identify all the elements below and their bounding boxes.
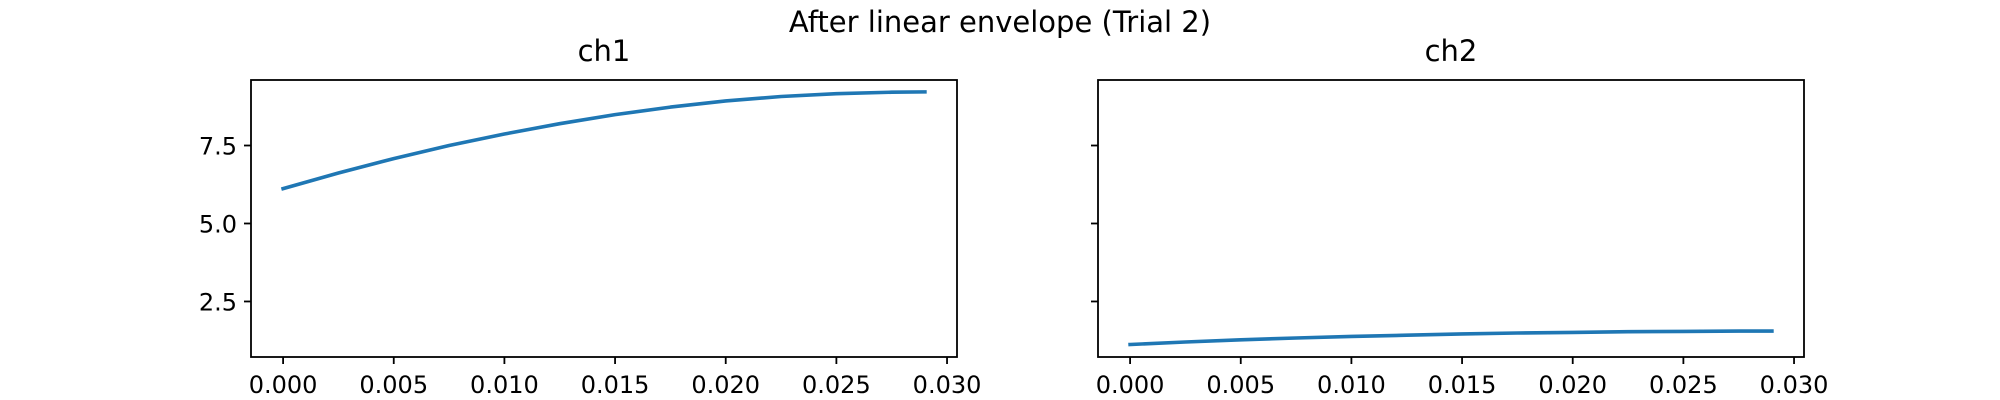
x-tick-label: 0.030 — [1760, 371, 1829, 399]
figure-title: After linear envelope (Trial 2) — [789, 5, 1211, 39]
x-tick-label: 0.025 — [802, 371, 871, 399]
x-tick-label: 0.015 — [1428, 371, 1497, 399]
tick-group: 0.000 0.005 0.010 0.015 0.020 0.025 0.030 2.5 5.… — [199, 133, 982, 399]
series-line — [1128, 329, 1774, 347]
x-tick-label: 0.005 — [1206, 371, 1275, 399]
x-tick-label: 0.000 — [1096, 371, 1165, 399]
axes-title: ch2 — [1425, 34, 1478, 68]
x-tick-label: 0.010 — [470, 371, 539, 399]
tick-group: 0.000 0.005 0.010 0.015 0.020 0.025 0.030 — [1091, 144, 1829, 399]
y-tick-label: 2.5 — [199, 288, 237, 316]
x-tick-label: 0.015 — [581, 371, 650, 399]
x-tick-label: 0.030 — [913, 371, 982, 399]
x-tick-label: 0.025 — [1649, 371, 1718, 399]
x-tick-label: 0.010 — [1317, 371, 1386, 399]
x-tick-label: 0.000 — [249, 371, 318, 399]
x-tick-label: 0.020 — [1538, 371, 1607, 399]
y-tick-label: 7.5 — [199, 133, 237, 161]
series-line — [280, 90, 927, 191]
axes-ch2: ch2 0.000 0.005 0.010 0.015 0.020 0.025 0.030 — [1091, 34, 1828, 399]
axes-title: ch1 — [578, 34, 631, 68]
y-tick-label: 5.0 — [199, 210, 237, 238]
series-group — [280, 90, 927, 191]
axes-frame — [250, 79, 958, 358]
x-tick-label: 0.005 — [359, 371, 428, 399]
x-tick-label: 0.020 — [691, 371, 760, 399]
axes-ch1: ch1 0.000 0.005 0.010 0.015 0.020 0.025 0.030 2… — [199, 34, 982, 399]
axes-frame — [1097, 79, 1805, 358]
series-group — [1128, 329, 1774, 347]
